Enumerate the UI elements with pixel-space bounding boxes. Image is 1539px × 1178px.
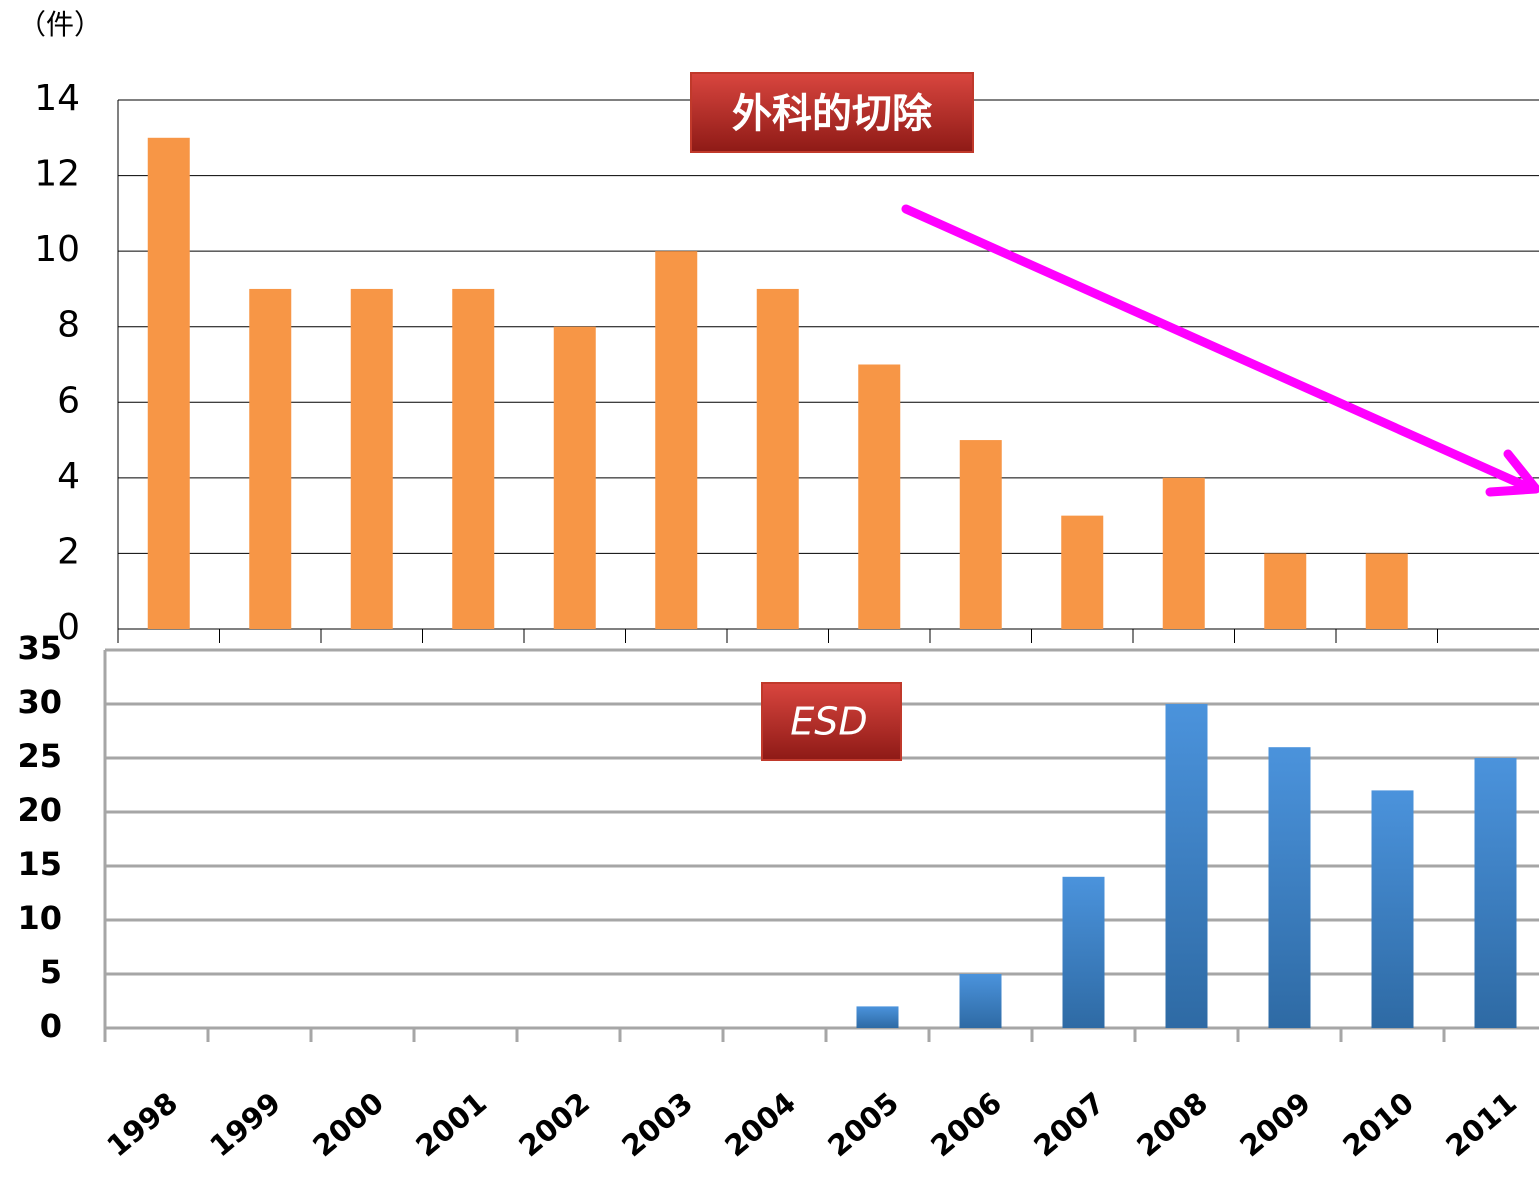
y-tick-label: 30 bbox=[17, 683, 62, 721]
x-tick-label: 2010 bbox=[1336, 1085, 1420, 1163]
y-tick-label: 0 bbox=[40, 1007, 62, 1045]
x-tick-label: 2009 bbox=[1233, 1085, 1317, 1163]
trend-arrow bbox=[901, 204, 1539, 497]
bar bbox=[959, 440, 1002, 629]
y-tick-label: 14 bbox=[34, 78, 80, 119]
bar bbox=[1264, 553, 1307, 629]
x-tick-label: 2002 bbox=[512, 1085, 596, 1163]
x-tick-label: 2000 bbox=[306, 1085, 390, 1163]
y-tick-label: 15 bbox=[17, 845, 62, 883]
bar bbox=[147, 137, 190, 630]
x-tick-label: 2003 bbox=[615, 1085, 699, 1163]
x-tick-label: 2004 bbox=[718, 1085, 802, 1163]
title-box bbox=[690, 72, 974, 153]
y-tick-label: 6 bbox=[57, 380, 80, 421]
bar bbox=[1062, 876, 1105, 1028]
y-tick-label: 4 bbox=[57, 456, 80, 497]
x-tick-label: 2005 bbox=[821, 1085, 905, 1163]
bar bbox=[452, 288, 495, 629]
bar bbox=[350, 288, 393, 629]
bar bbox=[858, 364, 901, 629]
bar bbox=[959, 974, 1002, 1028]
bar bbox=[655, 251, 698, 629]
bar bbox=[1061, 515, 1104, 629]
y-tick-label: 35 bbox=[17, 629, 62, 667]
x-tick-label: 2007 bbox=[1027, 1085, 1111, 1163]
bar bbox=[1268, 747, 1311, 1028]
x-tick-label: 2011 bbox=[1439, 1085, 1523, 1163]
y-tick-label: 25 bbox=[17, 737, 62, 775]
chart-title: ESD bbox=[790, 700, 867, 744]
y-tick-label: 5 bbox=[40, 953, 62, 991]
bar bbox=[856, 1006, 899, 1028]
chart-title: 外科的切除 bbox=[732, 91, 933, 137]
y-tick-label: 0 bbox=[57, 607, 80, 648]
bar bbox=[1365, 553, 1408, 629]
bar bbox=[1474, 758, 1517, 1028]
x-tick-label: 1999 bbox=[203, 1085, 287, 1163]
x-tick-label: 2001 bbox=[409, 1085, 493, 1163]
y-axis-label: （件） bbox=[18, 8, 102, 41]
x-tick-label: 2008 bbox=[1130, 1085, 1214, 1163]
bar bbox=[756, 288, 799, 629]
y-tick-label: 20 bbox=[17, 791, 62, 829]
x-tick-label: 2006 bbox=[924, 1085, 1008, 1163]
y-tick-label: 2 bbox=[57, 531, 80, 572]
y-tick-label: 10 bbox=[17, 899, 62, 937]
bar bbox=[1371, 790, 1414, 1028]
title-box bbox=[761, 682, 902, 761]
y-tick-label: 10 bbox=[34, 229, 80, 270]
y-tick-label: 12 bbox=[34, 154, 80, 195]
bar bbox=[553, 326, 596, 629]
x-tick-label: 1998 bbox=[100, 1085, 184, 1163]
bar bbox=[1162, 477, 1205, 629]
bar bbox=[1165, 704, 1208, 1028]
bar bbox=[249, 288, 292, 629]
y-tick-label: 8 bbox=[57, 305, 80, 346]
